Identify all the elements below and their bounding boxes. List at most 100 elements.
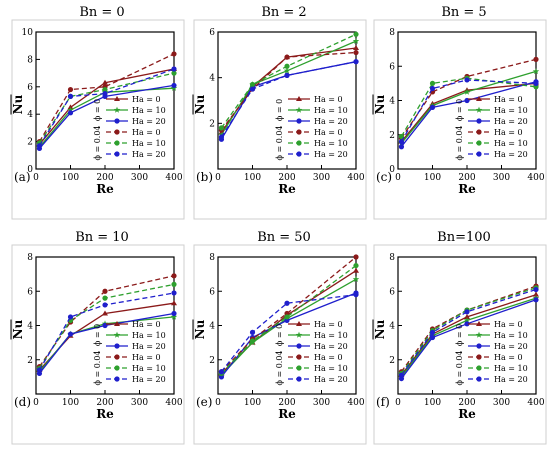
legend-marker: [476, 96, 482, 101]
data-point: [284, 314, 290, 320]
data-point: [218, 369, 225, 375]
data-point: [284, 63, 290, 69]
legend-marker: [476, 376, 482, 382]
data-point: [67, 331, 74, 337]
legend-marker: [296, 151, 302, 157]
legend-label: Ha = 20: [314, 342, 348, 351]
legend-marker: [114, 96, 120, 101]
legend: Ha = 0 Ha = 10 Ha = 20 Ha = 0 Ha = 10 Ha = 20…: [275, 95, 348, 161]
y-tick-label: 4: [209, 74, 215, 84]
data-point: [67, 314, 74, 320]
legend-marker: [296, 321, 302, 326]
data-point: [171, 290, 177, 296]
data-point: [352, 37, 360, 44]
legend-label: Ha = 0: [494, 353, 523, 362]
data-point: [353, 262, 359, 269]
x-axis-label: Re: [96, 407, 114, 421]
x-tick-label: 200: [458, 173, 475, 183]
data-point: [353, 31, 359, 37]
legend-group-label: ϕ = 0: [455, 99, 464, 121]
legend-marker: [114, 321, 120, 326]
y-tick-label: 6: [209, 28, 215, 38]
data-point: [171, 82, 177, 89]
data-point: [533, 286, 539, 293]
panel-border: [11, 244, 185, 445]
legend-marker: [296, 354, 302, 360]
y-tick-label: 4: [389, 97, 395, 107]
x-tick-label: 200: [278, 398, 295, 408]
x-tick-label: 300: [131, 398, 148, 408]
data-point: [102, 288, 108, 294]
panel-border: [193, 19, 367, 220]
x-tick-label: 300: [493, 173, 510, 183]
x-tick-label: 400: [527, 173, 544, 183]
series-line: [38, 68, 175, 147]
legend-marker: [114, 343, 120, 349]
data-point: [533, 80, 539, 86]
y-axis-label: Nu: [11, 319, 25, 339]
data-point: [102, 79, 108, 85]
legend-label: Ha = 0: [132, 128, 161, 137]
legend: Ha = 0 Ha = 10 Ha = 20 Ha = 0 Ha = 10 Ha = 20…: [93, 95, 166, 161]
legend-marker: [476, 140, 482, 146]
legend-label: Ha = 10: [132, 364, 166, 373]
panel-title: Bn = 5: [441, 5, 486, 20]
y-tick-label: 4: [389, 322, 395, 332]
x-axis-label: Re: [278, 407, 296, 421]
legend-group-label: ϕ = 0: [275, 324, 284, 346]
data-point: [67, 86, 74, 93]
x-tick-label: 200: [96, 398, 113, 408]
data-point: [464, 321, 470, 327]
data-point: [353, 267, 359, 273]
legend-label: Ha = 0: [494, 320, 523, 329]
data-point: [171, 281, 177, 287]
legend-label: Ha = 10: [132, 331, 166, 340]
legend-marker: [476, 354, 482, 360]
panel-letter: (b): [196, 170, 213, 184]
legend-group-label: ϕ = 0: [455, 324, 464, 346]
y-axis-label: Nu: [193, 319, 207, 339]
legend-group-label: ϕ = 0.04: [275, 350, 284, 385]
legend-marker: [113, 331, 121, 338]
panel-border: [193, 244, 367, 445]
series-line: [220, 265, 357, 374]
legend-label: Ha = 20: [494, 342, 528, 351]
legend-group-label: ϕ = 0.04: [93, 350, 102, 385]
x-tick-label: 200: [458, 398, 475, 408]
x-axis-label: Re: [278, 182, 296, 196]
legend-marker: [296, 343, 302, 349]
data-point: [171, 66, 177, 72]
series-line: [400, 287, 537, 374]
data-point: [429, 85, 436, 92]
x-tick-label: 400: [165, 173, 182, 183]
legend-group-label: ϕ = 0: [93, 324, 102, 346]
legend-marker: [475, 331, 483, 338]
legend-marker: [476, 118, 482, 124]
panel-border: [373, 244, 547, 445]
y-tick-label: 2: [389, 356, 395, 366]
y-tick-label: 10: [22, 28, 34, 38]
legend-group-label: ϕ = 0: [275, 99, 284, 121]
data-point: [284, 54, 290, 60]
panel-letter: (e): [196, 395, 212, 409]
legend-label: Ha = 20: [132, 117, 166, 126]
x-tick-label: 300: [313, 398, 330, 408]
data-point: [533, 56, 539, 63]
data-point: [353, 44, 359, 50]
panel-letter: (d): [14, 395, 31, 409]
data-point: [353, 254, 359, 260]
legend-marker: [296, 365, 302, 371]
legend-group-label: ϕ = 0: [93, 99, 102, 121]
legend-marker: [296, 129, 302, 135]
data-point: [283, 67, 291, 74]
legend-label: Ha = 0: [494, 95, 523, 104]
legend-marker: [113, 106, 121, 113]
data-point: [171, 51, 177, 57]
data-point: [429, 334, 436, 341]
data-point: [102, 91, 108, 97]
data-point: [67, 110, 74, 116]
data-point: [218, 125, 225, 131]
data-point: [102, 295, 108, 301]
